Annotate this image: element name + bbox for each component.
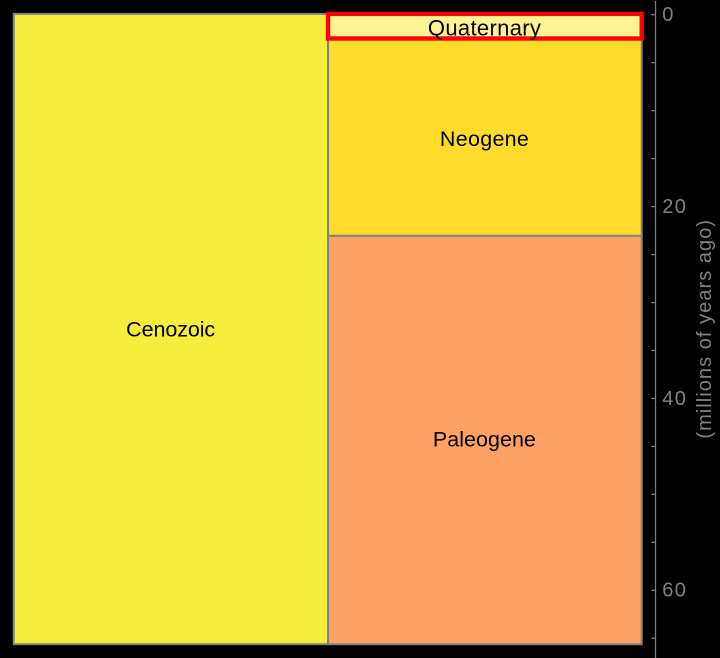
svg-text:(millions of years ago): (millions of years ago): [694, 220, 716, 439]
svg-text:Paleogene: Paleogene: [433, 427, 536, 451]
svg-text:Neogene: Neogene: [440, 127, 529, 151]
svg-text:0: 0: [662, 4, 673, 26]
svg-text:Quaternary: Quaternary: [428, 16, 541, 41]
svg-text:60: 60: [662, 580, 686, 602]
svg-text:Cenozoic: Cenozoic: [126, 318, 215, 342]
svg-text:40: 40: [662, 388, 686, 410]
svg-text:20: 20: [662, 196, 686, 218]
